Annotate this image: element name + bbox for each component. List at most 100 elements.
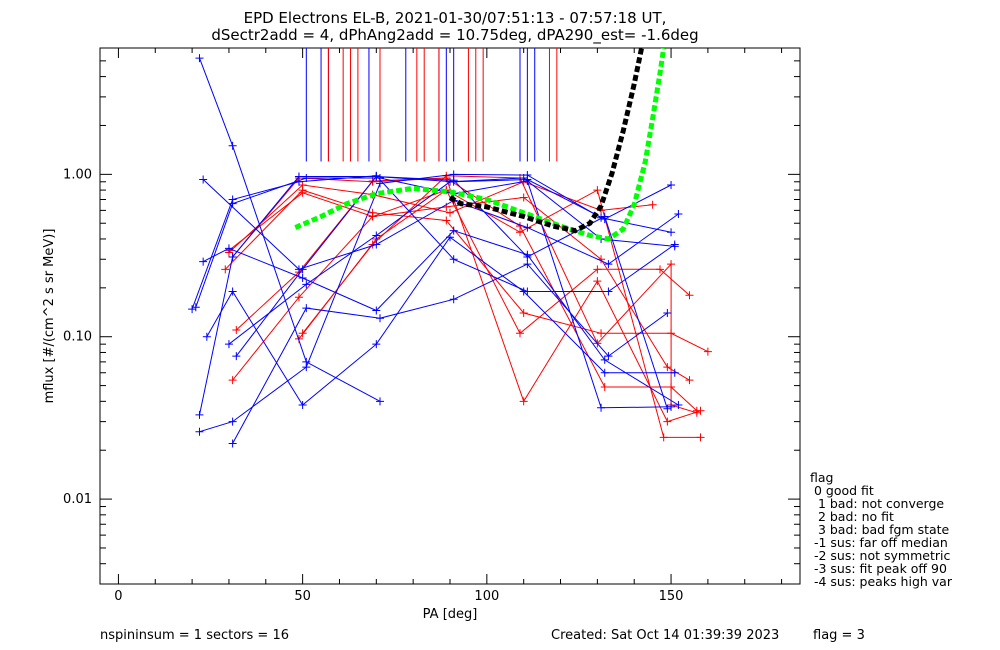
series-blue-point [195, 54, 204, 63]
series-blue-point [597, 213, 606, 222]
series-red-point [516, 228, 524, 237]
axes-layer: 0 50 100 150 0.01 0.10 1.00 [63, 48, 800, 604]
series-blue-point [188, 305, 197, 314]
series-blue-point [228, 417, 237, 426]
footer-left: nspininsum = 1 sectors = 16 [100, 628, 289, 643]
series-blue-point [232, 352, 241, 361]
series-blue-line [199, 57, 381, 402]
series-blue-point [670, 368, 679, 377]
series-blue-point [523, 260, 532, 269]
series-blue-point [519, 287, 528, 296]
series-blue-point [600, 368, 609, 377]
x-axis-label: PA [deg] [423, 607, 478, 622]
chart-title: EPD Electrons EL-B, 2021-01-30/07:51:13 … [244, 9, 667, 27]
series-blue-point [604, 287, 613, 296]
series-blue-point [294, 172, 303, 181]
series-blue-point [376, 179, 384, 188]
legend-entry: 3 bad: bad fgm state [810, 522, 950, 537]
series-blue-point [604, 260, 613, 269]
legend: flag 0 good fit 1 bad: not converge 2 ba… [810, 470, 953, 589]
series-red-line [224, 189, 709, 353]
series-blue-point [199, 175, 208, 184]
series-blue-point [195, 427, 204, 436]
series-red-point [368, 212, 377, 221]
series-red-point [703, 347, 712, 356]
series-blue-point [449, 295, 458, 304]
series-blue-point [674, 400, 683, 409]
series-red-point [685, 291, 694, 300]
series-red-point [667, 260, 676, 269]
series-blue-point [376, 314, 384, 323]
series-blue-point [302, 357, 311, 366]
series-blue-line [191, 175, 675, 310]
y-tick-label: 1.00 [63, 167, 92, 182]
series-red-point [516, 329, 524, 338]
series-blue-point [667, 180, 676, 189]
y-axis-label: mflux [#/(cm^2 s sr MeV)] [42, 229, 57, 404]
series-red-point [228, 376, 237, 385]
series-blue-point [376, 397, 384, 406]
series-blue-point [298, 400, 307, 409]
legend-entry: -4 sus: peaks high var [810, 574, 953, 589]
legend-entry: 0 good fit [810, 483, 874, 498]
series-red-point [232, 326, 241, 335]
series-blue-point [446, 177, 454, 186]
series-red-point [663, 363, 672, 372]
series-blue-point [600, 355, 609, 364]
series-blue-line [228, 177, 675, 345]
series-blue-point [663, 404, 672, 413]
series-blue-point [202, 332, 211, 341]
x-tick-label: 150 [659, 589, 684, 604]
series-red-point [692, 408, 701, 417]
y-tick-label: 0.10 [63, 330, 92, 345]
x-tick-label: 0 [114, 589, 122, 604]
series-blue-point [372, 240, 381, 249]
series-red-point [685, 376, 694, 385]
x-tick-label: 50 [294, 589, 311, 604]
legend-title: flag [810, 470, 833, 485]
legend-entry: -1 sus: far off median [810, 535, 948, 550]
legend-entry: -2 sus: not symmetric [810, 548, 950, 563]
series-blue-point [674, 209, 683, 218]
series-blue-point [372, 172, 381, 181]
series-blue-point [302, 280, 311, 289]
series-blue-point [667, 402, 676, 411]
series-red-point [446, 208, 454, 217]
series-red-point [659, 433, 668, 442]
series-blue-point [519, 173, 528, 182]
series-blue-point [449, 255, 458, 264]
series-blue-point [228, 252, 237, 261]
series-blue-point [298, 273, 307, 282]
fit-curve-black [448, 48, 645, 234]
footer-right: Created: Sat Oct 14 01:39:39 2023 [551, 628, 779, 643]
chart-subtitle: dSectr2add = 4, dPhAng2add = 10.75deg, d… [211, 26, 698, 45]
series-blue-point [667, 228, 676, 237]
series-blue-point [372, 231, 381, 240]
x-tick-label: 100 [474, 589, 499, 604]
series-blue-line [202, 230, 679, 406]
series-blue-point [663, 308, 672, 317]
series-blue-point [199, 257, 208, 266]
series-red-point [442, 216, 451, 225]
series-red-point [519, 397, 528, 406]
series-red-point [519, 308, 528, 317]
series-red-point [663, 417, 672, 426]
series-blue-point [228, 199, 237, 208]
series-blue-point [670, 242, 679, 251]
series-blue-point [191, 303, 200, 312]
legend-entry: 2 bad: no fit [810, 509, 894, 524]
series-blue-point [449, 176, 458, 185]
series-red-point [597, 329, 606, 338]
series-red-line [235, 177, 701, 423]
plot-layer [188, 48, 712, 448]
series-blue-point [600, 212, 609, 221]
series-red-point [656, 265, 664, 274]
series-red-point [696, 406, 705, 415]
y-tick-label: 0.01 [63, 492, 92, 507]
series-red-point [294, 293, 303, 302]
series-blue-point [523, 223, 532, 232]
series-blue-line [195, 177, 672, 409]
series-red-point [648, 200, 657, 209]
series-blue-point [224, 340, 233, 349]
